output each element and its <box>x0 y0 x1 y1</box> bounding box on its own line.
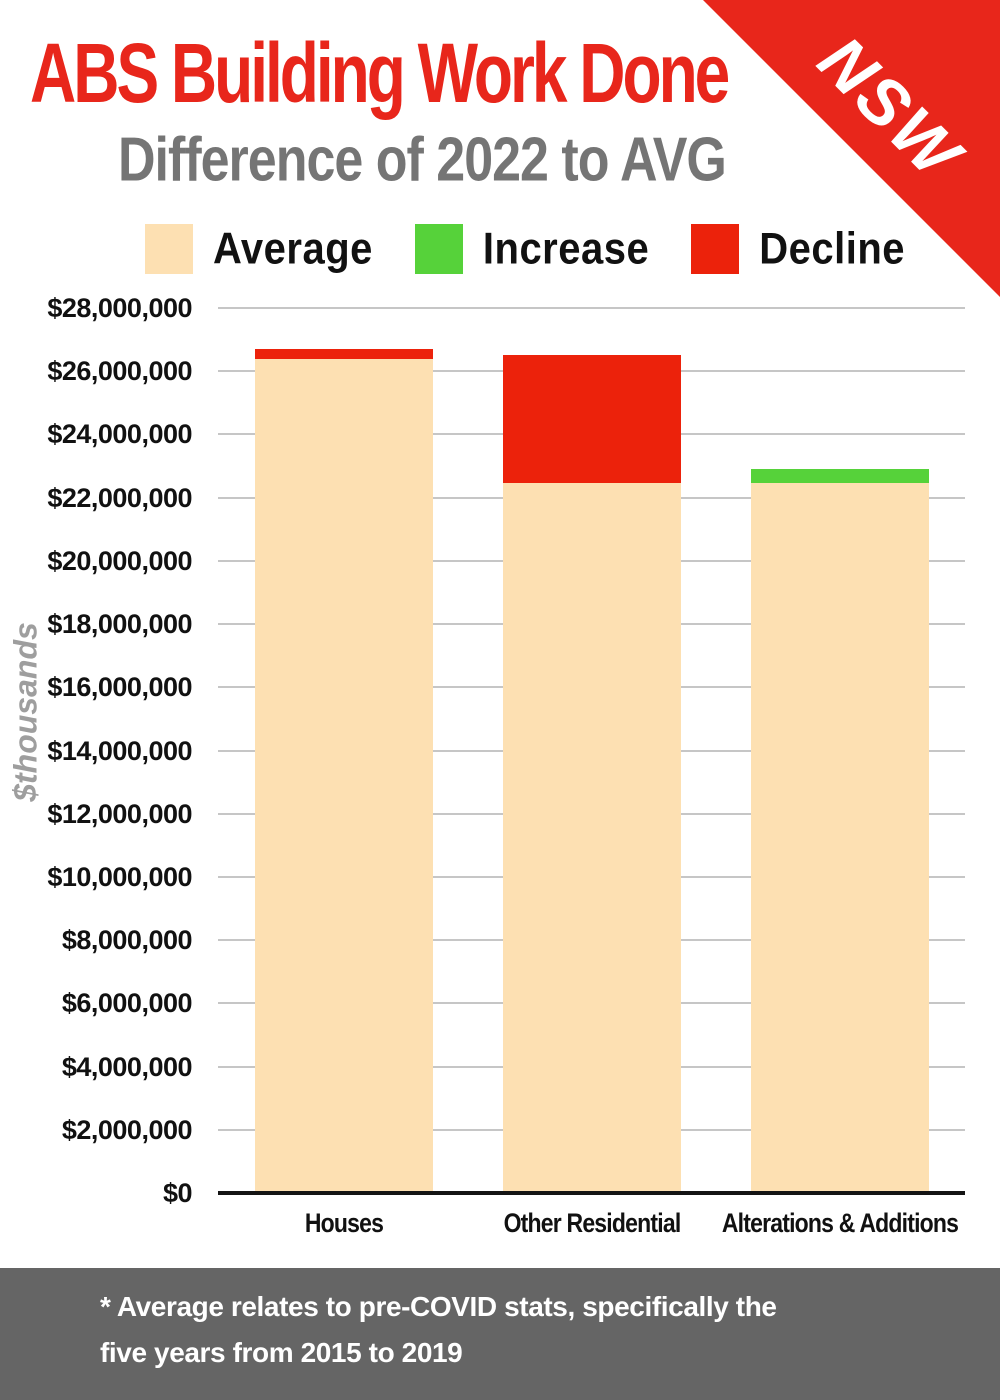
y-tick-label: $24,000,000 <box>47 419 192 450</box>
y-tick-label: $12,000,000 <box>47 798 192 829</box>
legend-swatch-decline <box>691 224 740 274</box>
legend-swatch-increase <box>414 224 463 274</box>
legend-swatch-average <box>145 224 193 274</box>
footnote-bar: * Average relates to pre-COVID stats, sp… <box>0 1268 1000 1400</box>
y-tick-label: $18,000,000 <box>47 609 192 640</box>
legend-label: Decline <box>759 223 906 274</box>
footnote-line-1: * Average relates to pre-COVID stats, sp… <box>100 1291 777 1322</box>
y-axis-tick-labels: $0 $2,000,000 $4,000,000 $6,000,000 $8,000,0… <box>0 293 193 1208</box>
legend-item-increase: Increase <box>414 223 650 274</box>
bar-slot <box>220 308 468 1193</box>
bar-houses <box>255 349 433 1193</box>
y-tick-label: $22,000,000 <box>47 482 192 513</box>
bar-slot <box>716 308 964 1193</box>
y-tick-label: $8,000,000 <box>61 925 193 956</box>
decline-segment <box>255 349 433 359</box>
average-segment <box>751 483 929 1193</box>
footnote-text: * Average relates to pre-COVID stats, sp… <box>100 1284 777 1376</box>
x-axis-category-labels: Houses Other Residential Alterations & Add… <box>220 1207 964 1238</box>
page-title: ABS Building Work Done <box>30 25 730 121</box>
bar-alterations-additions <box>751 469 929 1193</box>
increase-segment <box>751 469 929 484</box>
y-tick-label: $26,000,000 <box>47 356 192 387</box>
y-tick-label: $10,000,000 <box>47 861 192 892</box>
ribbon-region-label: NSW <box>803 21 977 195</box>
chart-legend: Average Increase Decline <box>145 224 947 274</box>
gridline <box>218 307 965 309</box>
legend-label: Increase <box>482 223 650 274</box>
legend-item-decline: Decline <box>691 224 905 274</box>
bar-slot <box>468 308 716 1193</box>
x-category-label: Houses <box>304 1207 384 1238</box>
average-segment <box>255 358 433 1193</box>
decline-segment <box>503 355 681 484</box>
bar-other-residential <box>503 355 681 1193</box>
legend-item-average: Average <box>145 224 373 274</box>
y-tick-label: $6,000,000 <box>61 988 193 1019</box>
bar-group <box>220 308 964 1193</box>
page-subtitle: Difference of 2022 to AVG <box>118 125 727 195</box>
y-tick-label: $2,000,000 <box>61 1114 193 1145</box>
plot-area <box>218 307 965 1195</box>
x-category-label: Other Residential <box>503 1207 682 1238</box>
y-tick-label: $20,000,000 <box>47 545 192 576</box>
y-tick-label: $28,000,000 <box>47 293 192 323</box>
footnote-line-2: five years from 2015 to 2019 <box>100 1337 463 1368</box>
y-tick-label: $4,000,000 <box>61 1051 193 1082</box>
y-tick-label: $0 <box>162 1178 193 1208</box>
legend-label: Average <box>213 223 373 274</box>
x-axis-line <box>218 1191 965 1195</box>
y-tick-label: $16,000,000 <box>47 672 192 703</box>
x-category-label: Alterations & Additions <box>721 1207 959 1238</box>
average-segment <box>503 483 681 1193</box>
y-tick-label: $14,000,000 <box>47 735 192 766</box>
